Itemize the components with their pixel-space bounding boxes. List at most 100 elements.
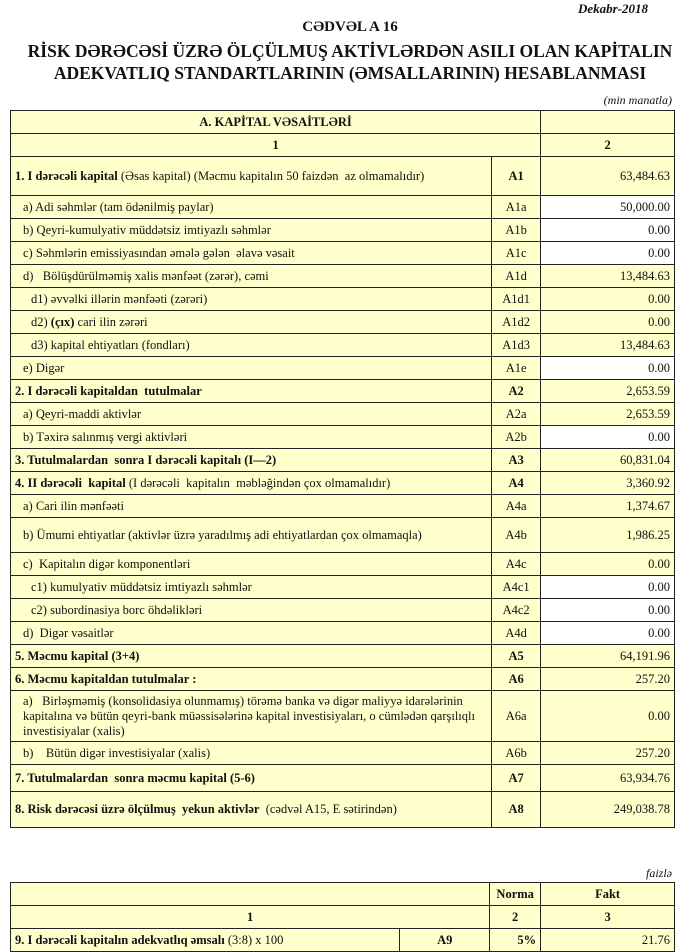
column-number-2: 2 — [489, 905, 542, 929]
row-label-part: cari ilin zərəri — [74, 314, 148, 329]
column-number-1: 1 — [9, 133, 542, 157]
row-label: d2) (çıx) cari ilin zərəri — [9, 310, 493, 334]
row-code: A4c2 — [491, 598, 542, 622]
row-label: 9. I dərəcəli kapitalın adekvatlıq əmsal… — [9, 928, 401, 952]
row-code: A4c — [491, 552, 542, 576]
row-label: b) Qeyri-kumulyativ müddətsiz imtiyazlı … — [9, 218, 493, 242]
row-label-part: c1) kumulyativ müddətsiz imtiyazlı səhml… — [31, 579, 252, 594]
row-value: 0.00 — [540, 310, 675, 334]
table-row: d2) (çıx) cari ilin zərəri A1d2 0.00 — [9, 310, 675, 334]
table-row: 2. I dərəcəli kapitaldan tutulmalar A2 2,6… — [9, 379, 675, 403]
row-value: 0.00 — [540, 241, 675, 265]
row-label-part: (I dərəcəli kapitalın məbləğindən çox ol… — [125, 475, 391, 490]
row-code: A1d1 — [491, 287, 542, 311]
ratio-table: Norma Fakt 1 2 3 9. I dərəcəli kapitalın… — [9, 882, 675, 952]
row-code: A7 — [491, 764, 542, 792]
row-code: A4 — [491, 471, 542, 495]
row-label: d3) kapital ehtiyatları (fondları) — [9, 333, 493, 357]
row-value: 2,653.59 — [540, 402, 675, 426]
column-number-2: 2 — [540, 133, 675, 157]
row-label-part: 7. Tutulmalardan sonra məcmu kapital (5-… — [15, 770, 255, 785]
row-value: 3,360.92 — [540, 471, 675, 495]
column-number-1: 1 — [9, 905, 491, 929]
row-label-part: b) Qeyri-kumulyativ müddətsiz imtiyazlı … — [23, 222, 271, 237]
norma-header: Norma — [489, 882, 542, 906]
fakt-value: 21.76 — [540, 928, 675, 952]
row-value: 0.00 — [540, 598, 675, 622]
row-label-part: (çıx) — [50, 314, 75, 329]
row-label-part: a) Birləşməmiş (konsolidasiya olunmamış)… — [23, 693, 479, 738]
row-value: 0.00 — [540, 575, 675, 599]
row-value: 63,934.76 — [540, 764, 675, 792]
row-label: 4. II dərəcəli kapital (I dərəcəli kapit… — [9, 471, 493, 495]
ratio-column-number-row: 1 2 3 — [9, 905, 675, 929]
unit-label: (min manatla) — [603, 93, 672, 107]
row-label-normal: (3:8) x 100 — [224, 932, 284, 947]
table-row: d) Bölüşdürülməmiş xalis mənfəət (zərər)… — [9, 264, 675, 288]
table-row: b) Ümumi ehtiyatlar (aktivlər üzrə yarad… — [9, 517, 675, 553]
row-value: 2,653.59 — [540, 379, 675, 403]
row-label: 1. I dərəcəli kapital (Əsas kapital) (Mə… — [9, 156, 493, 196]
row-label-part: b) Təxirə salınmış vergi aktivləri — [23, 429, 188, 444]
row-value: 1,986.25 — [540, 517, 675, 553]
row-label-part: 1. I dərəcəli kapital — [15, 168, 118, 183]
table-row: c) Səhmlərin emissiyasından əmələ gələn … — [9, 241, 675, 265]
table-row: b) Bütün digər investisiyalar (xalis) A6b… — [9, 741, 675, 765]
row-label-part: 8. Risk dərəcəsi üzrə ölçülmuş yekun akt… — [15, 802, 260, 816]
row-value: 257.20 — [540, 667, 675, 691]
table-row: a) Qeyri-maddi aktivlər A2a 2,653.59 — [9, 402, 675, 426]
row-code: A1c — [491, 241, 542, 265]
row-label-part: a) Qeyri-maddi aktivlər — [23, 406, 142, 421]
row-label-part: 6. Məcmu kapitaldan tutulmalar : — [15, 671, 197, 686]
row-value: 0.00 — [540, 552, 675, 576]
row-code: A8 — [491, 791, 542, 828]
row-label: a) Adi səhmlər (tam ödənilmiş paylar) — [9, 195, 493, 219]
row-value: 50,000.00 — [540, 195, 675, 219]
row-code: A4c1 — [491, 575, 542, 599]
table-number: CƏDVƏL A 16 — [302, 19, 398, 35]
row-code: A6a — [491, 690, 542, 742]
section-header: A. KAPİTAL VƏSAİTLƏRİ — [9, 110, 542, 134]
row-label-part: 2. I dərəcəli kapitaldan tutulmalar — [15, 383, 202, 398]
row-value: 63,484.63 — [540, 156, 675, 196]
table-row: a) Cari ilin mənfəəti A4a 1,374.67 — [9, 494, 675, 518]
row-label: d) Digər vəsaitlər — [9, 621, 493, 645]
row-label-part: d) Bölüşdürülməmiş xalis mənfəət (zərər)… — [23, 268, 269, 283]
table-row: c) Kapitalın digər komponentləri A4c 0.00 — [9, 552, 675, 576]
row-label-part: d3) kapital ehtiyatları (fondları) — [31, 337, 190, 352]
row-code: A1e — [491, 356, 542, 380]
column-number-3: 3 — [540, 905, 675, 929]
row-code: A4a — [491, 494, 542, 518]
row-label-part: (Əsas kapital) (Məcmu kapitalın 50 faizd… — [117, 168, 425, 183]
row-label: b) Bütün digər investisiyalar (xalis) — [9, 741, 493, 765]
table-row: d3) kapital ehtiyatları (fondları) A1d3 13… — [9, 333, 675, 357]
empty-cell — [9, 882, 491, 906]
row-code: A2b — [491, 425, 542, 449]
row-value: 249,038.78 — [540, 791, 675, 828]
row-value: 60,831.04 — [540, 448, 675, 472]
row-code: A4b — [491, 517, 542, 553]
row-label-part: c) Kapitalın digər komponentləri — [23, 556, 191, 571]
row-code: A1d3 — [491, 333, 542, 357]
row-code: A9 — [399, 928, 491, 952]
table-row: a) Adi səhmlər (tam ödənilmiş paylar) A1a… — [9, 195, 675, 219]
table-row: 7. Tutulmalardan sonra məcmu kapital (5-… — [9, 764, 675, 792]
norma-value: 5% — [489, 928, 542, 952]
row-label: c) Kapitalın digər komponentləri — [9, 552, 493, 576]
table-row: c1) kumulyativ müddətsiz imtiyazlı səhml… — [9, 575, 675, 599]
table-row: b) Təxirə salınmış vergi aktivləri A2b 0.0… — [9, 425, 675, 449]
table-row: 9. I dərəcəli kapitalın adekvatlıq əmsal… — [9, 928, 675, 952]
row-code: A1 — [491, 156, 542, 196]
row-code: A4d — [491, 621, 542, 645]
row-label: c) Səhmlərin emissiyasından əmələ gələn … — [9, 241, 493, 265]
row-value: 0.00 — [540, 690, 675, 742]
table-row: 8. Risk dərəcəsi üzrə ölçülmuş yekun akt… — [9, 791, 675, 828]
row-label-part: 3. Tutulmalardan sonra I dərəcəli kapita… — [15, 452, 277, 467]
row-label-part: a) Cari ilin mənfəəti — [23, 498, 125, 513]
row-value: 0.00 — [540, 356, 675, 380]
table-row: 3. Tutulmalardan sonra I dərəcəli kapita… — [9, 448, 675, 472]
row-label-part: c2) subordinasiya borc öhdəlikləri — [31, 602, 203, 617]
row-label: 2. I dərəcəli kapitaldan tutulmalar — [9, 379, 493, 403]
row-value: 257.20 — [540, 741, 675, 765]
table-row: 4. II dərəcəli kapital (I dərəcəli kapit… — [9, 471, 675, 495]
